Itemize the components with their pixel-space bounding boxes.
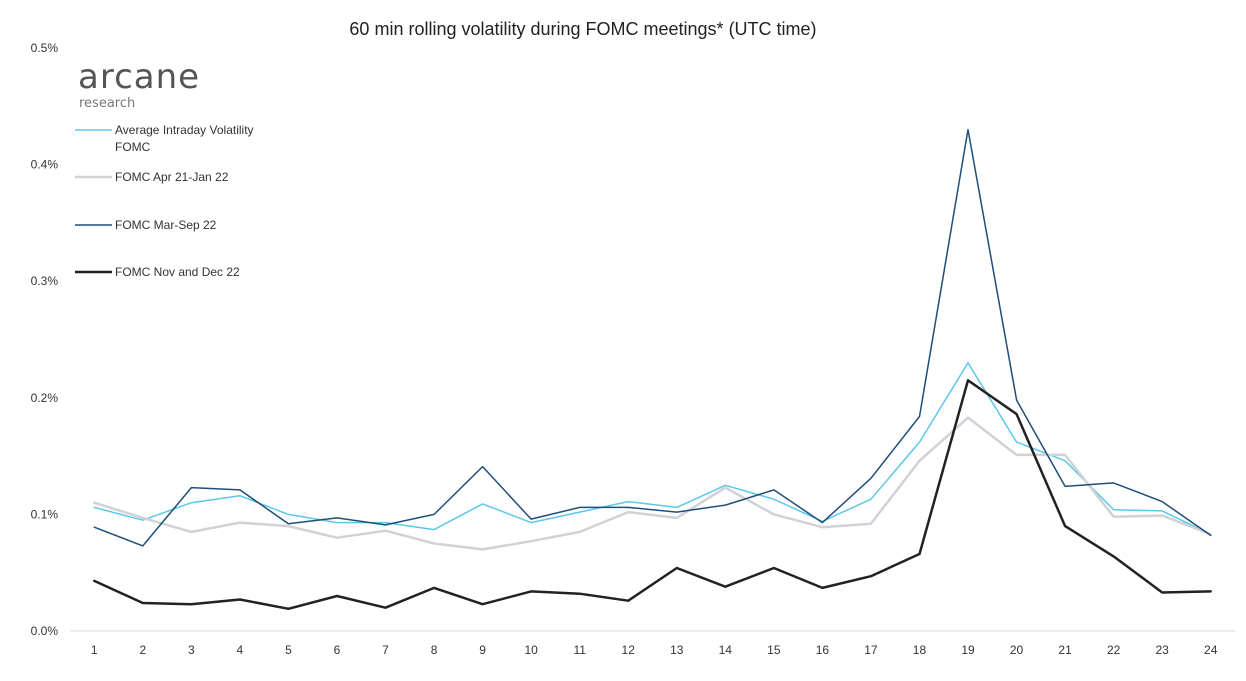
- series-line-2: [93, 416, 1212, 551]
- x-tick-label: 3: [188, 643, 195, 657]
- x-tick-label: 23: [1156, 643, 1170, 657]
- series-line-4: [93, 379, 1212, 611]
- y-axis: 0.0% 0.1% 0.2% 0.3% 0.4% 0.5%: [31, 41, 59, 638]
- x-axis: 1 2 3 4 5 6 7 8 9 10 11 12 13 14 15 16 17 18 19 20 21 22 23 24: [91, 643, 1218, 657]
- legend-item-2: FOMC Apr 21-Jan 22: [75, 170, 229, 184]
- legend-label: FOMC Nov and Dec 22: [115, 265, 240, 279]
- chart-title: 60 min rolling volatility during FOMC me…: [349, 19, 816, 39]
- x-tick-label: 21: [1058, 643, 1072, 657]
- x-tick-label: 12: [622, 643, 636, 657]
- series-line-1: [93, 362, 1212, 535]
- x-tick-label: 2: [139, 643, 146, 657]
- x-tick-label: 17: [864, 643, 878, 657]
- legend-item-3: FOMC Mar-Sep 22: [75, 218, 217, 232]
- legend-label: FOMC Apr 21-Jan 22: [115, 170, 229, 184]
- x-tick-label: 15: [767, 643, 781, 657]
- x-tick-label: 14: [719, 643, 733, 657]
- x-tick-label: 11: [573, 643, 586, 657]
- y-tick-label: 0.4%: [31, 158, 59, 172]
- x-tick-label: 19: [961, 643, 975, 657]
- legend-label: FOMC: [115, 140, 151, 154]
- series-line-3: [93, 128, 1212, 547]
- x-tick-label: 4: [237, 643, 244, 657]
- legend-label: FOMC Mar-Sep 22: [115, 218, 217, 232]
- y-tick-label: 0.0%: [31, 624, 59, 638]
- legend: Average Intraday Volatility FOMC FOMC Apr …: [75, 123, 254, 279]
- x-tick-label: 13: [670, 643, 684, 657]
- x-tick-label: 20: [1010, 643, 1024, 657]
- y-tick-label: 0.2%: [31, 391, 59, 405]
- x-tick-label: 10: [524, 643, 538, 657]
- y-tick-label: 0.3%: [31, 274, 59, 288]
- logo: arcane research: [78, 57, 200, 111]
- series-layer: [93, 128, 1212, 611]
- x-tick-label: 6: [334, 643, 341, 657]
- x-tick-label: 8: [431, 643, 438, 657]
- x-tick-label: 1: [91, 643, 98, 657]
- y-tick-label: 0.5%: [31, 41, 59, 55]
- logo-subtext: research: [79, 96, 135, 111]
- logo-text: arcane: [78, 57, 200, 97]
- x-tick-label: 22: [1107, 643, 1121, 657]
- legend-item-4: FOMC Nov and Dec 22: [75, 265, 240, 279]
- x-tick-label: 24: [1204, 643, 1218, 657]
- x-tick-label: 18: [913, 643, 927, 657]
- x-tick-label: 5: [285, 643, 292, 657]
- y-tick-label: 0.1%: [31, 507, 59, 521]
- legend-label: Average Intraday Volatility: [115, 123, 254, 137]
- x-tick-label: 9: [479, 643, 486, 657]
- legend-item-1: Average Intraday Volatility FOMC: [75, 123, 254, 154]
- x-tick-label: 16: [816, 643, 830, 657]
- x-tick-label: 7: [382, 643, 389, 657]
